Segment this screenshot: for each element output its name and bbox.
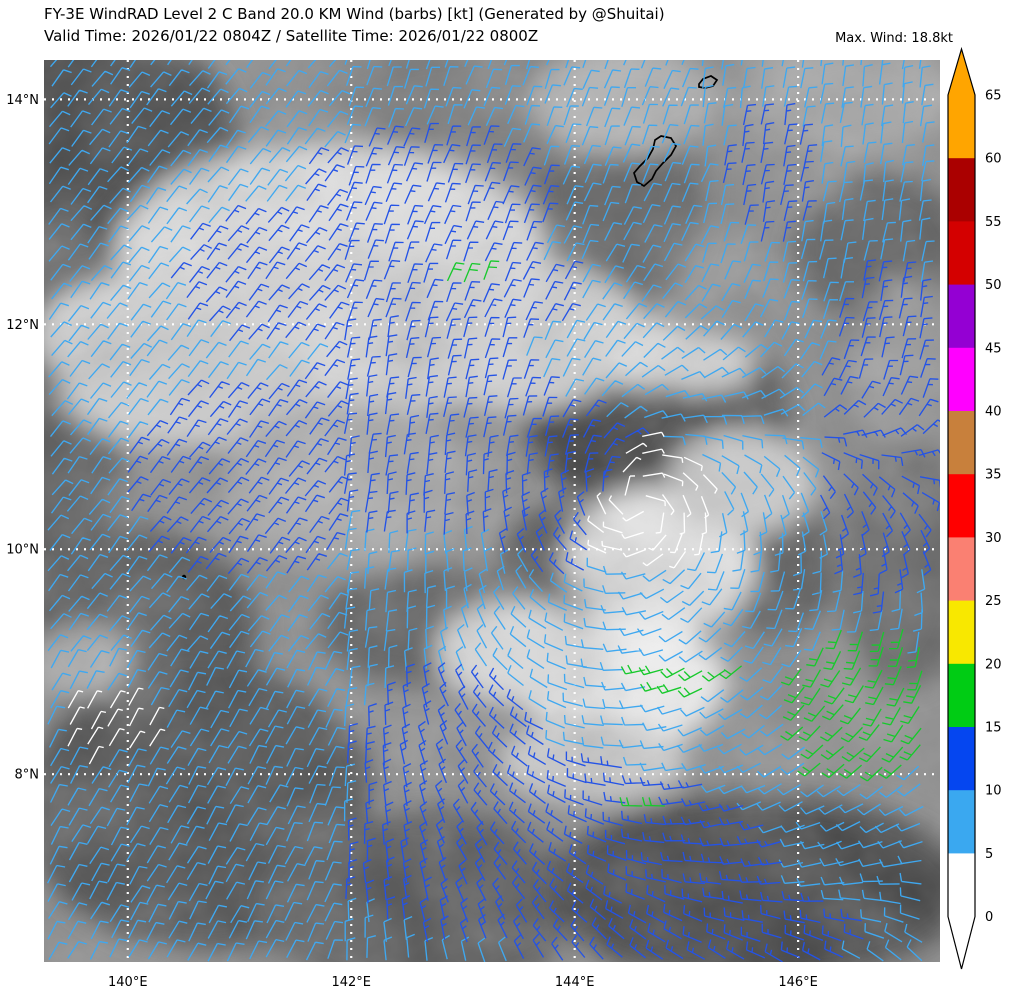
colorbar-tick-label: 45 — [985, 341, 1002, 356]
colorbar-tick-label: 25 — [985, 594, 1002, 609]
graticule — [44, 60, 940, 962]
colorbar-tick-label: 65 — [985, 89, 1002, 104]
colorbar-tick-label: 55 — [985, 215, 1002, 230]
barbs-0-5kt — [67, 431, 718, 765]
colorbar-tick-label: 20 — [985, 657, 1002, 672]
axis-labels: 14°N 12°N 10°N 8°N 140°E 142°E 144°E 146°E — [6, 93, 818, 990]
plot-subtitle-valid-time: Valid Time: 2026/01/22 0804Z / Satellite… — [44, 27, 539, 45]
colorbar-outline — [947, 46, 976, 970]
colorbar-tick-label: 15 — [985, 721, 1002, 736]
lat-tick-label: 12°N — [6, 318, 39, 333]
colorbar-tick-label: 40 — [985, 405, 1002, 420]
colorbar-segment — [948, 347, 975, 412]
max-wind-label: Max. Wind: 18.8kt — [835, 31, 953, 46]
colorbar-tick-label: 30 — [985, 531, 1002, 546]
colorbar-tick-label: 10 — [985, 784, 1002, 799]
colorbar-segment — [948, 411, 975, 475]
colorbar-segment — [948, 284, 975, 349]
colorbar-segment — [948, 221, 975, 286]
colorbar-segment — [948, 95, 975, 159]
colorbar-under-arrow — [948, 916, 975, 969]
lat-tick-label: 10°N — [6, 543, 39, 558]
lat-tick-label: 14°N — [6, 93, 39, 108]
colorbar-segment — [948, 663, 975, 728]
lon-tick-label: 142°E — [331, 975, 371, 990]
colorbar-segment — [948, 474, 975, 538]
lat-tick-label: 8°N — [15, 768, 40, 783]
map-area — [44, 60, 940, 962]
colorbar-segment — [948, 727, 975, 791]
colorbar-segment — [948, 537, 975, 602]
wind-barbs-layer — [46, 60, 940, 962]
barbs-5-10kt — [46, 60, 935, 962]
barbs-10-15kt — [127, 102, 940, 962]
colorbar-tick-label: 0 — [985, 910, 993, 925]
lon-tick-label: 146°E — [778, 975, 818, 990]
colorbar-segment — [948, 853, 975, 918]
colorbar-over-arrow — [948, 49, 975, 95]
guam-outline — [633, 135, 677, 188]
colorbar-segment — [948, 158, 975, 222]
lon-tick-label: 140°E — [108, 975, 148, 990]
colorbar-segment — [948, 600, 975, 665]
lon-tick-label: 144°E — [555, 975, 595, 990]
colorbar-tick-label: 50 — [985, 278, 1002, 293]
barbs-15-20kt — [446, 260, 923, 807]
colorbar-segment — [948, 790, 975, 854]
colorbar-tick-label: 35 — [985, 468, 1002, 483]
colorbar-tick-label: 60 — [985, 152, 1002, 167]
colorbar-tick-label: 5 — [985, 847, 993, 862]
plot-title: FY-3E WindRAD Level 2 C Band 20.0 KM Win… — [44, 5, 665, 23]
